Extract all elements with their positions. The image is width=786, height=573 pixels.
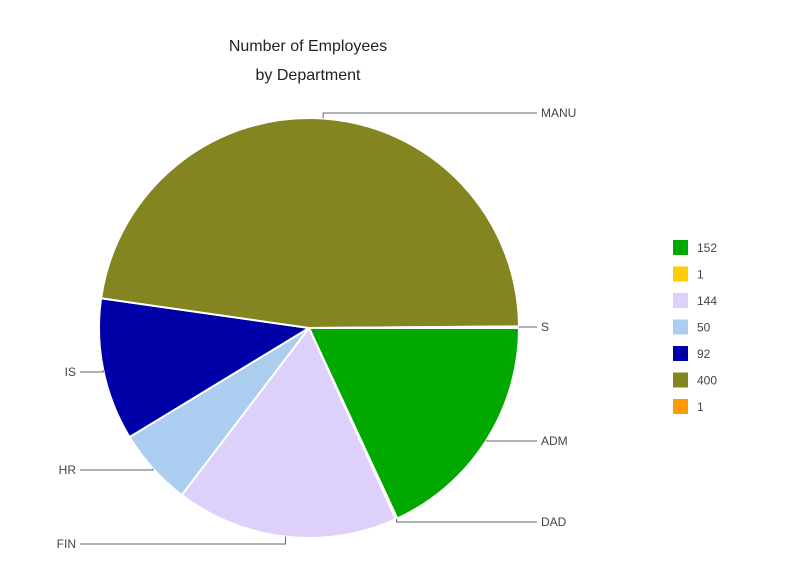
slice-label-group-fin: FIN <box>57 536 286 551</box>
slice-label-s: S <box>541 320 549 334</box>
legend-swatch <box>673 346 688 361</box>
slice-label-dad: DAD <box>541 515 567 529</box>
legend-item: 152 <box>673 240 717 255</box>
legend-label: 144 <box>697 294 717 308</box>
slice-label-leaders: ADM DAD FIN HR IS MANU S <box>57 106 577 551</box>
legend-swatch <box>673 319 688 335</box>
pie-slice-is <box>98 297 312 439</box>
legend-swatch <box>673 399 688 414</box>
slice-label-group-manu: MANU <box>322 106 576 120</box>
leader-line-fin <box>80 536 286 545</box>
leader-line-is <box>80 370 104 373</box>
legend-item: 92 <box>673 346 711 361</box>
legend-label: 92 <box>697 347 711 361</box>
slice-label-hr: HR <box>59 463 77 477</box>
leader-line-hr <box>80 468 154 471</box>
slice-label-is: IS <box>65 365 76 379</box>
legend-item: 1 <box>673 266 704 282</box>
leader-line-dad <box>396 518 537 523</box>
legend-swatch <box>673 240 688 255</box>
legend-swatch <box>673 266 688 282</box>
slice-label-fin: FIN <box>57 537 76 551</box>
leader-line-manu <box>322 112 537 119</box>
legend-swatch <box>673 293 688 308</box>
chart-title-line-2: by Department <box>256 67 361 84</box>
pie-slices <box>98 117 521 539</box>
legend-item: 144 <box>673 293 717 308</box>
legend-label: 50 <box>697 321 711 335</box>
legend-swatch <box>673 372 688 388</box>
slice-label-adm: ADM <box>541 434 568 448</box>
slice-label-group-dad: DAD <box>396 515 567 529</box>
chart-title-line-1: Number of Employees <box>229 38 387 55</box>
pie-slice-fin <box>180 326 398 539</box>
legend: 152 1 144 50 92 400 1 <box>673 240 717 414</box>
slice-label-group-is: IS <box>65 365 104 379</box>
pie-slice-manu <box>99 117 521 330</box>
legend-label: 1 <box>697 400 704 414</box>
slice-label-group-s: S <box>518 320 549 334</box>
legend-label: 400 <box>697 374 717 388</box>
slice-label-manu: MANU <box>541 106 576 120</box>
slice-label-group-adm: ADM <box>485 434 568 448</box>
legend-label: 1 <box>697 268 704 282</box>
legend-item: 1 <box>673 399 704 414</box>
legend-item: 50 <box>673 319 711 335</box>
legend-item: 400 <box>673 372 717 388</box>
slice-label-group-hr: HR <box>59 463 154 477</box>
legend-label: 152 <box>697 241 717 255</box>
